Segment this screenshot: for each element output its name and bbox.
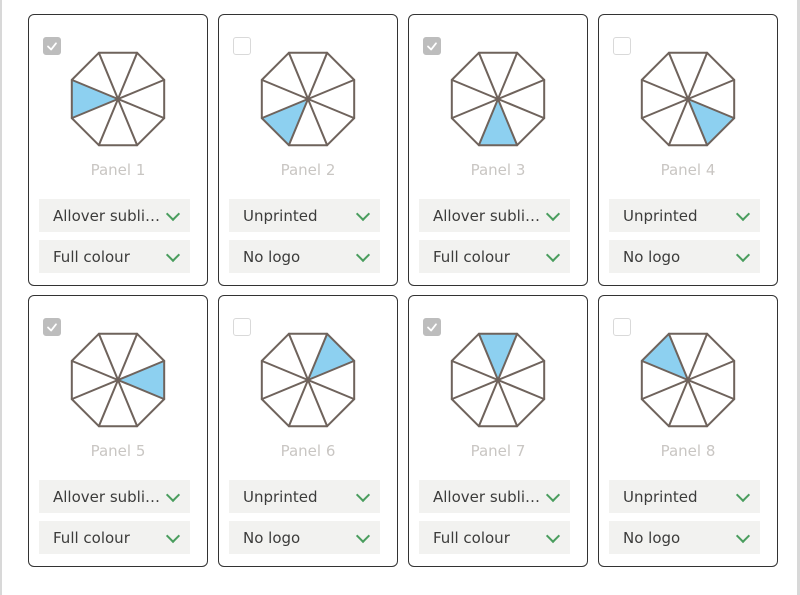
logo-option-dropdown[interactable]: Full colour — [39, 521, 190, 554]
umbrella-top-view-diagram — [640, 332, 736, 428]
panel-label: Panel 6 — [280, 442, 336, 460]
panel-checkbox[interactable] — [233, 318, 251, 336]
umbrella-top-view-diagram — [450, 51, 546, 147]
panel-checkbox[interactable] — [423, 37, 441, 55]
chevron-down-icon — [735, 206, 751, 221]
panel-label: Panel 5 — [90, 442, 146, 460]
print-method-dropdown[interactable]: Unprinted — [609, 480, 760, 513]
panel-configurator-grid: Panel 1 Allover sublimat… Full colour Pa… — [2, 0, 797, 567]
panel-label: Panel 8 — [660, 442, 716, 460]
logo-option-value: Full colour — [53, 247, 130, 266]
print-method-value: Unprinted — [623, 206, 698, 225]
print-method-dropdown[interactable]: Allover sublimat… — [419, 199, 570, 232]
panel-checkbox[interactable] — [43, 318, 61, 336]
check-icon — [47, 42, 57, 51]
print-method-value: Unprinted — [243, 206, 318, 225]
chevron-down-icon — [165, 528, 181, 543]
chevron-down-icon — [735, 247, 751, 262]
panel-card: Panel 4 Unprinted No logo — [598, 14, 778, 286]
chevron-down-icon — [355, 206, 371, 221]
print-method-dropdown[interactable]: Unprinted — [229, 480, 380, 513]
logo-option-dropdown[interactable]: No logo — [609, 521, 760, 554]
chevron-down-icon — [735, 487, 751, 502]
panel-label: Panel 4 — [660, 161, 716, 179]
print-method-value: Allover sublimat… — [433, 206, 544, 225]
panel-label: Panel 7 — [470, 442, 526, 460]
logo-option-dropdown[interactable]: Full colour — [419, 240, 570, 273]
panel-card: Panel 7 Allover sublimat… Full colour — [408, 295, 588, 567]
print-method-value: Allover sublimat… — [53, 487, 164, 506]
logo-option-dropdown[interactable]: No logo — [229, 240, 380, 273]
umbrella-top-view-diagram — [640, 51, 736, 147]
umbrella-top-view-diagram — [260, 51, 356, 147]
chevron-down-icon — [545, 487, 561, 502]
chevron-down-icon — [545, 247, 561, 262]
panel-checkbox[interactable] — [613, 318, 631, 336]
print-method-value: Allover sublimat… — [53, 206, 164, 225]
logo-option-value: Full colour — [433, 528, 510, 547]
logo-option-dropdown[interactable]: No logo — [609, 240, 760, 273]
panel-card: Panel 3 Allover sublimat… Full colour — [408, 14, 588, 286]
panel-checkbox[interactable] — [233, 37, 251, 55]
chevron-down-icon — [545, 206, 561, 221]
panel-card: Panel 1 Allover sublimat… Full colour — [28, 14, 208, 286]
panel-card: Panel 6 Unprinted No logo — [218, 295, 398, 567]
logo-option-value: No logo — [623, 528, 681, 547]
print-method-value: Unprinted — [243, 487, 318, 506]
chevron-down-icon — [355, 487, 371, 502]
logo-option-dropdown[interactable]: Full colour — [419, 521, 570, 554]
logo-option-dropdown[interactable]: No logo — [229, 521, 380, 554]
chevron-down-icon — [545, 528, 561, 543]
chevron-down-icon — [355, 528, 371, 543]
panel-checkbox[interactable] — [613, 37, 631, 55]
print-method-value: Allover sublimat… — [433, 487, 544, 506]
chevron-down-icon — [165, 206, 181, 221]
check-icon — [427, 42, 437, 51]
panel-card: Panel 5 Allover sublimat… Full colour — [28, 295, 208, 567]
chevron-down-icon — [355, 247, 371, 262]
print-method-value: Unprinted — [623, 487, 698, 506]
panel-card: Panel 8 Unprinted No logo — [598, 295, 778, 567]
umbrella-top-view-diagram — [70, 332, 166, 428]
logo-option-value: Full colour — [433, 247, 510, 266]
umbrella-top-view-diagram — [450, 332, 546, 428]
panel-label: Panel 3 — [470, 161, 526, 179]
print-method-dropdown[interactable]: Allover sublimat… — [39, 480, 190, 513]
panel-checkbox[interactable] — [43, 37, 61, 55]
panel-checkbox[interactable] — [423, 318, 441, 336]
chevron-down-icon — [165, 247, 181, 262]
print-method-dropdown[interactable]: Allover sublimat… — [419, 480, 570, 513]
check-icon — [47, 323, 57, 332]
logo-option-value: No logo — [243, 247, 301, 266]
umbrella-top-view-diagram — [260, 332, 356, 428]
logo-option-value: Full colour — [53, 528, 130, 547]
chevron-down-icon — [735, 528, 751, 543]
print-method-dropdown[interactable]: Unprinted — [229, 199, 380, 232]
print-method-dropdown[interactable]: Unprinted — [609, 199, 760, 232]
panel-label: Panel 2 — [280, 161, 336, 179]
panel-label: Panel 1 — [90, 161, 146, 179]
panel-card: Panel 2 Unprinted No logo — [218, 14, 398, 286]
umbrella-top-view-diagram — [70, 51, 166, 147]
chevron-down-icon — [165, 487, 181, 502]
logo-option-value: No logo — [243, 528, 301, 547]
print-method-dropdown[interactable]: Allover sublimat… — [39, 199, 190, 232]
logo-option-value: No logo — [623, 247, 681, 266]
check-icon — [427, 323, 437, 332]
logo-option-dropdown[interactable]: Full colour — [39, 240, 190, 273]
